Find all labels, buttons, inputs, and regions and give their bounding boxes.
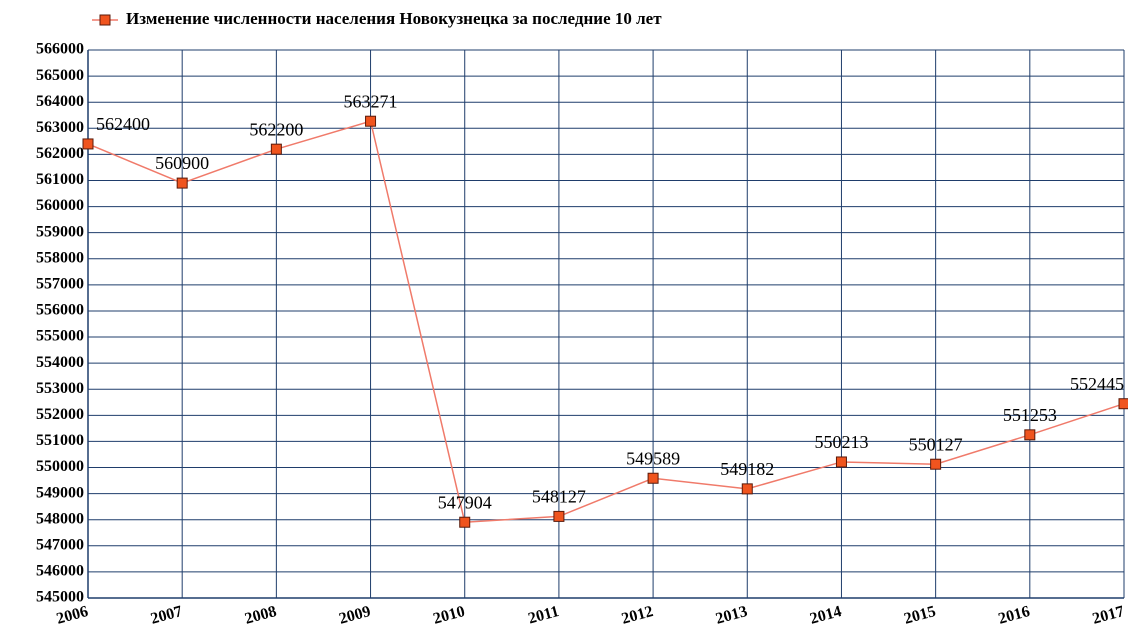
legend-marker (99, 14, 111, 26)
y-tick-label: 553000 (36, 380, 84, 397)
legend-label: Изменение численности населения Новокузн… (126, 9, 662, 28)
data-label: 562400 (96, 114, 150, 134)
x-tick-label: 2017 (1091, 603, 1126, 628)
y-tick-label: 547000 (36, 536, 84, 553)
x-tick-label: 2009 (337, 603, 372, 628)
y-tick-label: 555000 (36, 328, 84, 345)
y-tick-label: 565000 (36, 67, 84, 84)
data-point (176, 177, 188, 189)
x-tick-label: 2008 (243, 603, 278, 628)
data-line (87, 120, 1125, 524)
y-tick-label: 550000 (36, 458, 84, 475)
data-label: 560900 (155, 153, 209, 173)
x-tick-label: 2016 (996, 603, 1031, 628)
y-tick-label: 545000 (36, 589, 84, 606)
y-tick-label: 561000 (36, 171, 84, 188)
data-point (835, 456, 847, 468)
y-tick-label: 552000 (36, 406, 84, 423)
y-tick-label: 554000 (36, 354, 84, 371)
data-label: 550213 (814, 432, 868, 452)
data-label: 548127 (532, 487, 586, 507)
x-tick-label: 2011 (526, 603, 560, 627)
data-point (270, 143, 282, 155)
data-label: 547904 (438, 492, 492, 512)
x-tick-label: 2006 (55, 603, 90, 628)
y-tick-label: 556000 (36, 302, 84, 319)
data-point (647, 472, 659, 484)
y-tick-label: 564000 (36, 93, 84, 110)
data-point (459, 516, 471, 528)
x-tick-label: 2015 (902, 603, 937, 628)
data-label: 549589 (626, 448, 680, 468)
y-tick-label: 549000 (36, 484, 84, 501)
x-tick-label: 2013 (714, 603, 749, 628)
data-label: 549182 (720, 459, 774, 479)
data-point (1118, 398, 1128, 410)
y-tick-label: 560000 (36, 197, 84, 214)
data-point (365, 115, 377, 127)
data-point (930, 458, 942, 470)
y-tick-label: 562000 (36, 145, 84, 162)
y-tick-label: 557000 (36, 276, 84, 293)
data-point (553, 510, 565, 522)
data-point (1024, 429, 1036, 441)
y-tick-label: 548000 (36, 510, 84, 527)
x-tick-label: 2012 (620, 603, 655, 628)
y-tick-label: 559000 (36, 223, 84, 240)
y-tick-label: 563000 (36, 119, 84, 136)
data-label: 550127 (909, 434, 963, 454)
data-label: 563271 (344, 91, 398, 111)
y-tick-label: 546000 (36, 563, 84, 580)
x-tick-label: 2014 (808, 603, 843, 628)
data-label: 551253 (1003, 405, 1057, 425)
data-label: 552445 (1070, 374, 1124, 394)
y-tick-label: 551000 (36, 432, 84, 449)
data-point (82, 138, 94, 150)
x-tick-label: 2007 (149, 603, 184, 628)
data-label: 562200 (249, 119, 303, 139)
y-tick-label: 566000 (36, 41, 84, 58)
y-tick-label: 558000 (36, 249, 84, 266)
x-tick-label: 2010 (431, 603, 466, 628)
data-point (741, 483, 753, 495)
